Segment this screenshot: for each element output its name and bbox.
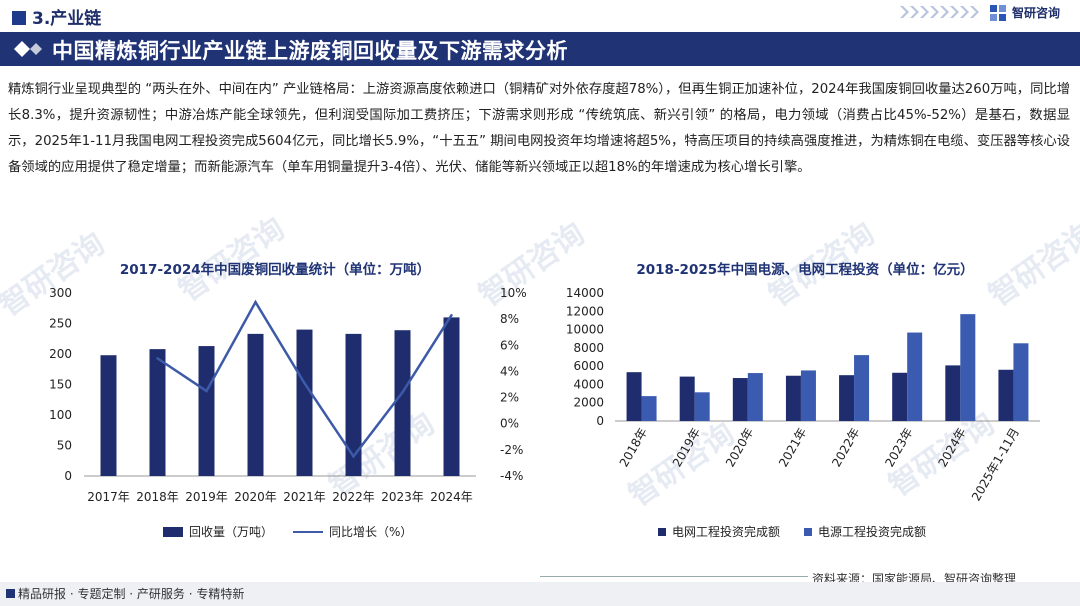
bar (747, 373, 763, 421)
legend-swatch (163, 526, 183, 537)
y2-tick-label: 10% (500, 286, 527, 300)
bar (785, 375, 801, 421)
x-tick-label: 2022年 (332, 490, 375, 504)
legend-label: 回收量（万吨） (189, 525, 274, 539)
y2-tick-label: -2% (500, 443, 523, 457)
brand-logo: 智研咨询 (990, 4, 1060, 21)
bar (854, 355, 870, 421)
x-tick-label: 2025年1-11月 (969, 426, 1022, 504)
bar (247, 333, 264, 476)
brand-name: 智研咨询 (1012, 6, 1061, 20)
x-tick-label: 2023年 (381, 490, 424, 504)
y-tick-label: 150 (49, 378, 72, 392)
x-tick-label: 2019年 (185, 490, 228, 504)
y-tick-label: 0 (596, 414, 604, 428)
legend-label: 电网工程投资完成额 (672, 525, 781, 539)
bar (198, 346, 215, 476)
y2-tick-label: 6% (500, 338, 519, 352)
bar (694, 392, 710, 421)
x-tick-label: 2023年 (882, 426, 915, 470)
y-tick-label: 2000 (573, 396, 604, 410)
x-tick-label: 2020年 (723, 426, 756, 470)
bar (907, 332, 923, 421)
y2-tick-label: 2% (500, 391, 519, 405)
growth-point (156, 357, 159, 360)
y-tick-label: 200 (49, 347, 72, 361)
diamond-icon (14, 41, 42, 57)
y-tick-label: 6000 (573, 359, 604, 373)
source-divider (540, 576, 808, 577)
x-tick-label: 2018年 (617, 426, 650, 470)
bar (626, 372, 642, 421)
growth-point (401, 391, 404, 394)
bar (149, 349, 166, 476)
bar (945, 365, 961, 421)
y-tick-label: 100 (49, 408, 72, 422)
bar (679, 376, 695, 421)
legend-line-icon (293, 530, 324, 533)
legend-swatch (804, 527, 813, 536)
intro-paragraph: 精炼铜行业呈现典型的 “两头在外、中间在内” 产业链格局：上游资源高度依赖进口（… (8, 82, 1070, 175)
legend-label: 电源工程投资完成额 (818, 525, 927, 539)
bar (100, 355, 117, 476)
growth-point (450, 314, 453, 317)
y-tick-label: 12000 (566, 304, 604, 318)
y-tick-label: 4000 (573, 377, 604, 391)
y2-tick-label: 0% (500, 417, 519, 431)
scrap-copper-chart: 0 50 100 150 200 250 300 -4% -2% 0% 2% 4% 6% 8% 10% 201… (49, 286, 527, 504)
y2-tick-label: 8% (500, 312, 519, 326)
x-tick-label: 2022年 (829, 426, 862, 470)
arrow-strip-icon (900, 6, 979, 18)
y2-tick-label: 4% (500, 364, 519, 378)
footer-text: 精品研报 · 专题定制 · 产研服务 · 专精特新 (18, 587, 245, 601)
y-tick-label: 8000 (573, 341, 604, 355)
y-tick-label: 250 (49, 317, 72, 331)
bar (732, 378, 748, 421)
footer-marker-icon (6, 589, 15, 598)
x-tick-label: 2021年 (776, 426, 809, 470)
footer-bar (0, 582, 1080, 606)
bar (394, 330, 411, 476)
bar (800, 370, 816, 421)
power-investment-chart: 0 2000 4000 6000 8000 10000 12000 14000 2018年 201… (566, 286, 1040, 504)
bar (839, 375, 855, 421)
legend-label: 同比增长（%） (329, 525, 413, 539)
x-tick-label: 2024年 (430, 490, 473, 504)
x-tick-label: 2020年 (234, 490, 277, 504)
title-banner: 中国精炼铜行业产业链上游废铜回收量及下游需求分析 (0, 32, 1080, 66)
growth-point (205, 389, 208, 393)
section-marker-icon (12, 11, 26, 25)
x-tick-label: 2021年 (283, 490, 326, 504)
x-tick-label: 2017年 (87, 490, 130, 504)
y2-tick-label: -4% (500, 469, 523, 483)
chart1-title: 2017-2024年中国废铜回收量统计（单位：万吨） (119, 262, 431, 278)
bar (641, 396, 657, 421)
bar (998, 369, 1014, 421)
y-tick-label: 10000 (566, 323, 604, 337)
bar (892, 372, 908, 421)
chart2-legend: 电网工程投资完成额 电源工程投资完成额 (658, 523, 926, 540)
x-tick-label: 2018年 (136, 490, 179, 504)
y-tick-label: 300 (49, 286, 72, 300)
chart2-title: 2018-2025年中国电源、电网工程投资（单位：亿元） (636, 262, 974, 278)
bar (960, 314, 976, 421)
y-tick-label: 50 (57, 439, 72, 453)
growth-point (303, 381, 306, 385)
page-title: 中国精炼铜行业产业链上游废铜回收量及下游需求分析 (52, 39, 568, 63)
chart1-legend: 回收量（万吨） 同比增长（%） (163, 523, 412, 540)
growth-point (352, 455, 355, 458)
bar (296, 329, 313, 476)
section-label: 3.产业链 (32, 9, 102, 29)
y-tick-label: 0 (64, 469, 72, 483)
x-tick-label: 2024年 (936, 426, 969, 470)
section-title: 3.产业链 (12, 4, 101, 29)
x-tick-label: 2019年 (670, 426, 703, 470)
legend-swatch (658, 527, 666, 536)
bar (443, 317, 460, 476)
bar (1013, 343, 1029, 421)
y-tick-label: 14000 (566, 286, 604, 300)
bar (345, 333, 362, 476)
growth-point (254, 300, 257, 304)
brand-logo-icon (990, 4, 1006, 21)
